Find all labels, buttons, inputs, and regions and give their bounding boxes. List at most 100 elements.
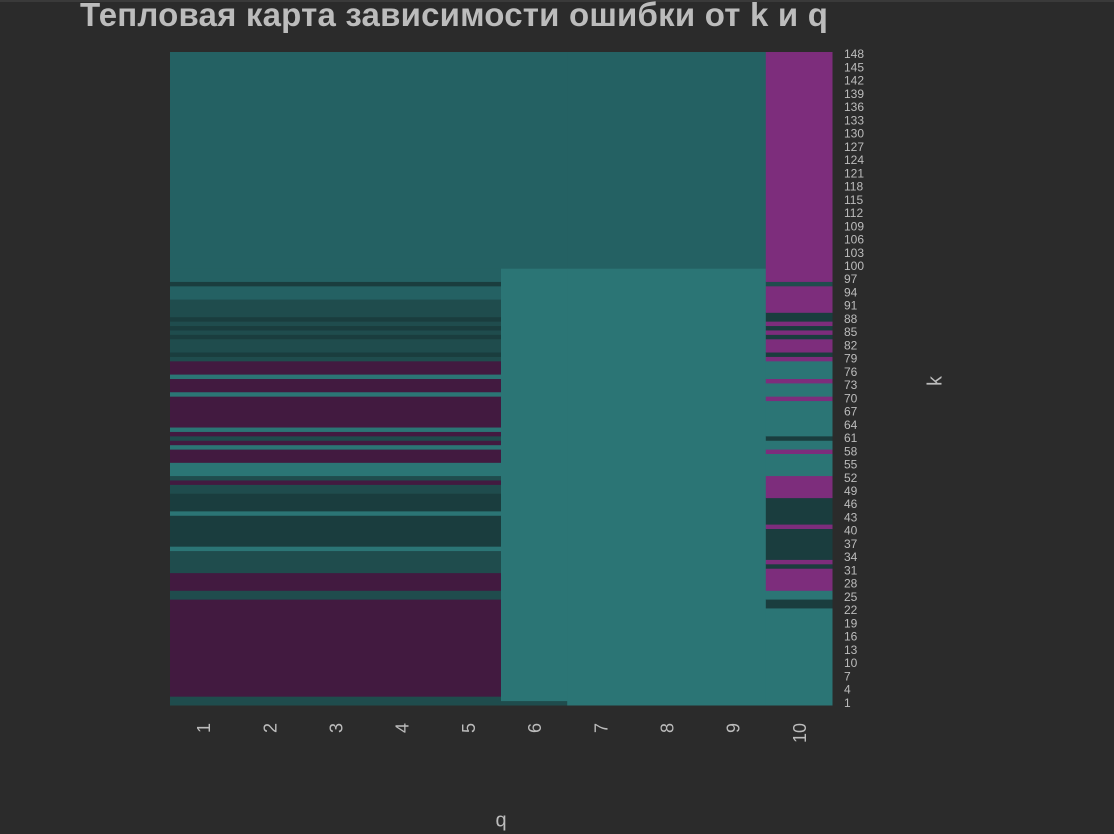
heatmap-cell-band-q10-k1 xyxy=(765,607,833,706)
heatmap-cell-band-q10-k81 xyxy=(765,338,833,353)
y-tick-label-19: 19 xyxy=(844,616,858,630)
heatmap-cell-band-q6-k1 xyxy=(501,700,568,706)
heatmap-cell-band-q10-k50 xyxy=(765,475,833,490)
y-tick-label-82: 82 xyxy=(844,338,858,352)
y-tick-label-118: 118 xyxy=(844,180,863,194)
y-tick-label-121: 121 xyxy=(844,166,864,180)
heatmap-cell-band-q10-k48 xyxy=(765,488,833,499)
x-tick-labels: 1 2 3 4 5 6 7 8 9 10 xyxy=(194,723,810,743)
y-tick-label-55: 55 xyxy=(844,458,858,472)
x-tick-label-6: 6 xyxy=(525,723,545,733)
y-tick-label-10: 10 xyxy=(844,656,858,670)
x-tick-label-9: 9 xyxy=(724,723,744,733)
heatmap-cell-band-q10-k62 xyxy=(765,400,833,437)
y-tick-label-7: 7 xyxy=(844,669,851,683)
heatmap-cell-band-q1-k87 xyxy=(170,321,502,327)
heatmap-cell-band-q10-k90 xyxy=(765,285,833,313)
y-tick-label-40: 40 xyxy=(844,524,858,538)
x-tick-label-2: 2 xyxy=(260,723,280,733)
heatmap-cell-band-q10-k88 xyxy=(765,312,833,322)
heatmap-cell-band-q1-k61 xyxy=(170,435,502,441)
heatmap-cell-band-q1-k97 xyxy=(170,268,502,282)
heatmap-cell-band-q1-k64 xyxy=(170,396,502,428)
y-tick-label-28: 28 xyxy=(844,577,858,591)
heatmap-cell-band-q1-k93 xyxy=(170,285,502,300)
heatmap-cell-band-q1-k80 xyxy=(170,352,502,357)
heatmap-cell-band-q1-k27 xyxy=(170,572,502,591)
y-tick-label-46: 46 xyxy=(844,497,858,511)
y-tick-label-109: 109 xyxy=(844,219,864,233)
y-tick-label-124: 124 xyxy=(844,153,864,167)
y-tick-label-61: 61 xyxy=(844,431,858,445)
y-tick-label-25: 25 xyxy=(844,590,858,604)
y-tick-label-136: 136 xyxy=(844,100,864,114)
heatmap-cell-band-q1-k79 xyxy=(170,356,502,362)
y-tick-label-115: 115 xyxy=(844,193,863,207)
heatmap-cell-band-q10-k96 xyxy=(765,281,833,287)
heatmap-cell-band-q7-k1 xyxy=(567,268,767,706)
y-tick-label-148: 148 xyxy=(844,47,864,61)
heatmap-cell-band-q10-k59 xyxy=(765,440,833,450)
heatmap-cell-band-q1-k56 xyxy=(170,449,502,463)
heatmap-cell-band-q1-k49 xyxy=(170,484,502,494)
x-tick-label-3: 3 xyxy=(327,723,347,733)
heatmap-cell-band-q10-k80 xyxy=(765,352,833,357)
heatmap-cell-band-q10-k86 xyxy=(765,325,833,331)
heatmap-cell-band-q10-k61 xyxy=(765,435,833,441)
top-border xyxy=(0,0,1114,2)
heatmap-cell-band-q1-k72 xyxy=(170,378,502,393)
heatmap-cell-band-q10-k23 xyxy=(765,599,833,609)
y-tick-label-73: 73 xyxy=(844,378,858,392)
x-axis-label: q xyxy=(495,809,507,832)
heatmap-cell-band-q1-k96 xyxy=(170,281,502,287)
y-axis-label: k xyxy=(924,376,947,386)
x-tick-label-5: 5 xyxy=(459,723,479,733)
heatmap-cell-band-q1-k84 xyxy=(170,334,502,340)
heatmap-cells xyxy=(170,52,833,706)
heatmap-cell-band-q1-k60 xyxy=(170,440,502,446)
y-tick-label-4: 4 xyxy=(844,683,851,697)
y-tick-label-76: 76 xyxy=(844,365,858,379)
y-tick-label-52: 52 xyxy=(844,471,858,485)
y-tick-label-130: 130 xyxy=(844,127,864,141)
y-tick-label-91: 91 xyxy=(844,299,858,313)
y-tick-label-58: 58 xyxy=(844,444,858,458)
heatmap-cell-band-q10-k74 xyxy=(765,378,833,384)
y-tick-label-112: 112 xyxy=(844,206,863,220)
y-tick-label-1: 1 xyxy=(844,696,851,710)
heatmap-cell-band-q1-k63 xyxy=(170,427,502,432)
heatmap-cell-band-q10-k75 xyxy=(765,360,833,379)
y-tick-label-22: 22 xyxy=(844,603,858,617)
heatmap-cell-band-q1-k75 xyxy=(170,374,502,379)
y-tick-label-142: 142 xyxy=(844,74,864,88)
heatmap-cell-band-q10-k58 xyxy=(765,449,833,454)
y-tick-label-139: 139 xyxy=(844,87,864,101)
y-tick-label-85: 85 xyxy=(844,325,858,339)
heatmap-cell-band-q10-k71 xyxy=(765,382,833,397)
heatmap-cell-band-q1-k71 xyxy=(170,391,502,397)
y-tick-label-13: 13 xyxy=(844,643,858,657)
heatmap-cell-band-q1-k51 xyxy=(170,479,502,485)
heatmap-cell-band-q1-k52 xyxy=(170,475,502,481)
heatmap-cell-band-q1-k86 xyxy=(170,325,502,331)
heatmap-cell-band-q1-k89 xyxy=(170,299,502,318)
x-tick-label-10: 10 xyxy=(790,723,810,743)
y-tick-label-79: 79 xyxy=(844,352,858,366)
heatmap-cell-band-q10-k97 xyxy=(765,52,833,282)
y-tick-label-43: 43 xyxy=(844,511,858,525)
heatmap-cell-band-q1-k85 xyxy=(170,329,502,335)
heatmap-cell-band-q6-k100 xyxy=(501,52,568,269)
y-tick-label-34: 34 xyxy=(844,550,858,564)
heatmap-cell-band-q10-k33 xyxy=(765,559,833,565)
y-tick-label-64: 64 xyxy=(844,418,858,432)
x-tick-label-7: 7 xyxy=(591,723,611,733)
heatmap-cell-band-q10-k84 xyxy=(765,334,833,340)
heatmap-cell-band-q10-k79 xyxy=(765,356,833,362)
y-tick-label-127: 127 xyxy=(844,140,864,154)
y-tick-label-37: 37 xyxy=(844,537,858,551)
heatmap-cell-band-q1-k3 xyxy=(170,599,502,697)
heatmap-cell-band-q1-k62 xyxy=(170,431,502,437)
heatmap-cell-band-q1-k76 xyxy=(170,360,502,375)
heatmap-cell-band-q10-k87 xyxy=(765,321,833,327)
